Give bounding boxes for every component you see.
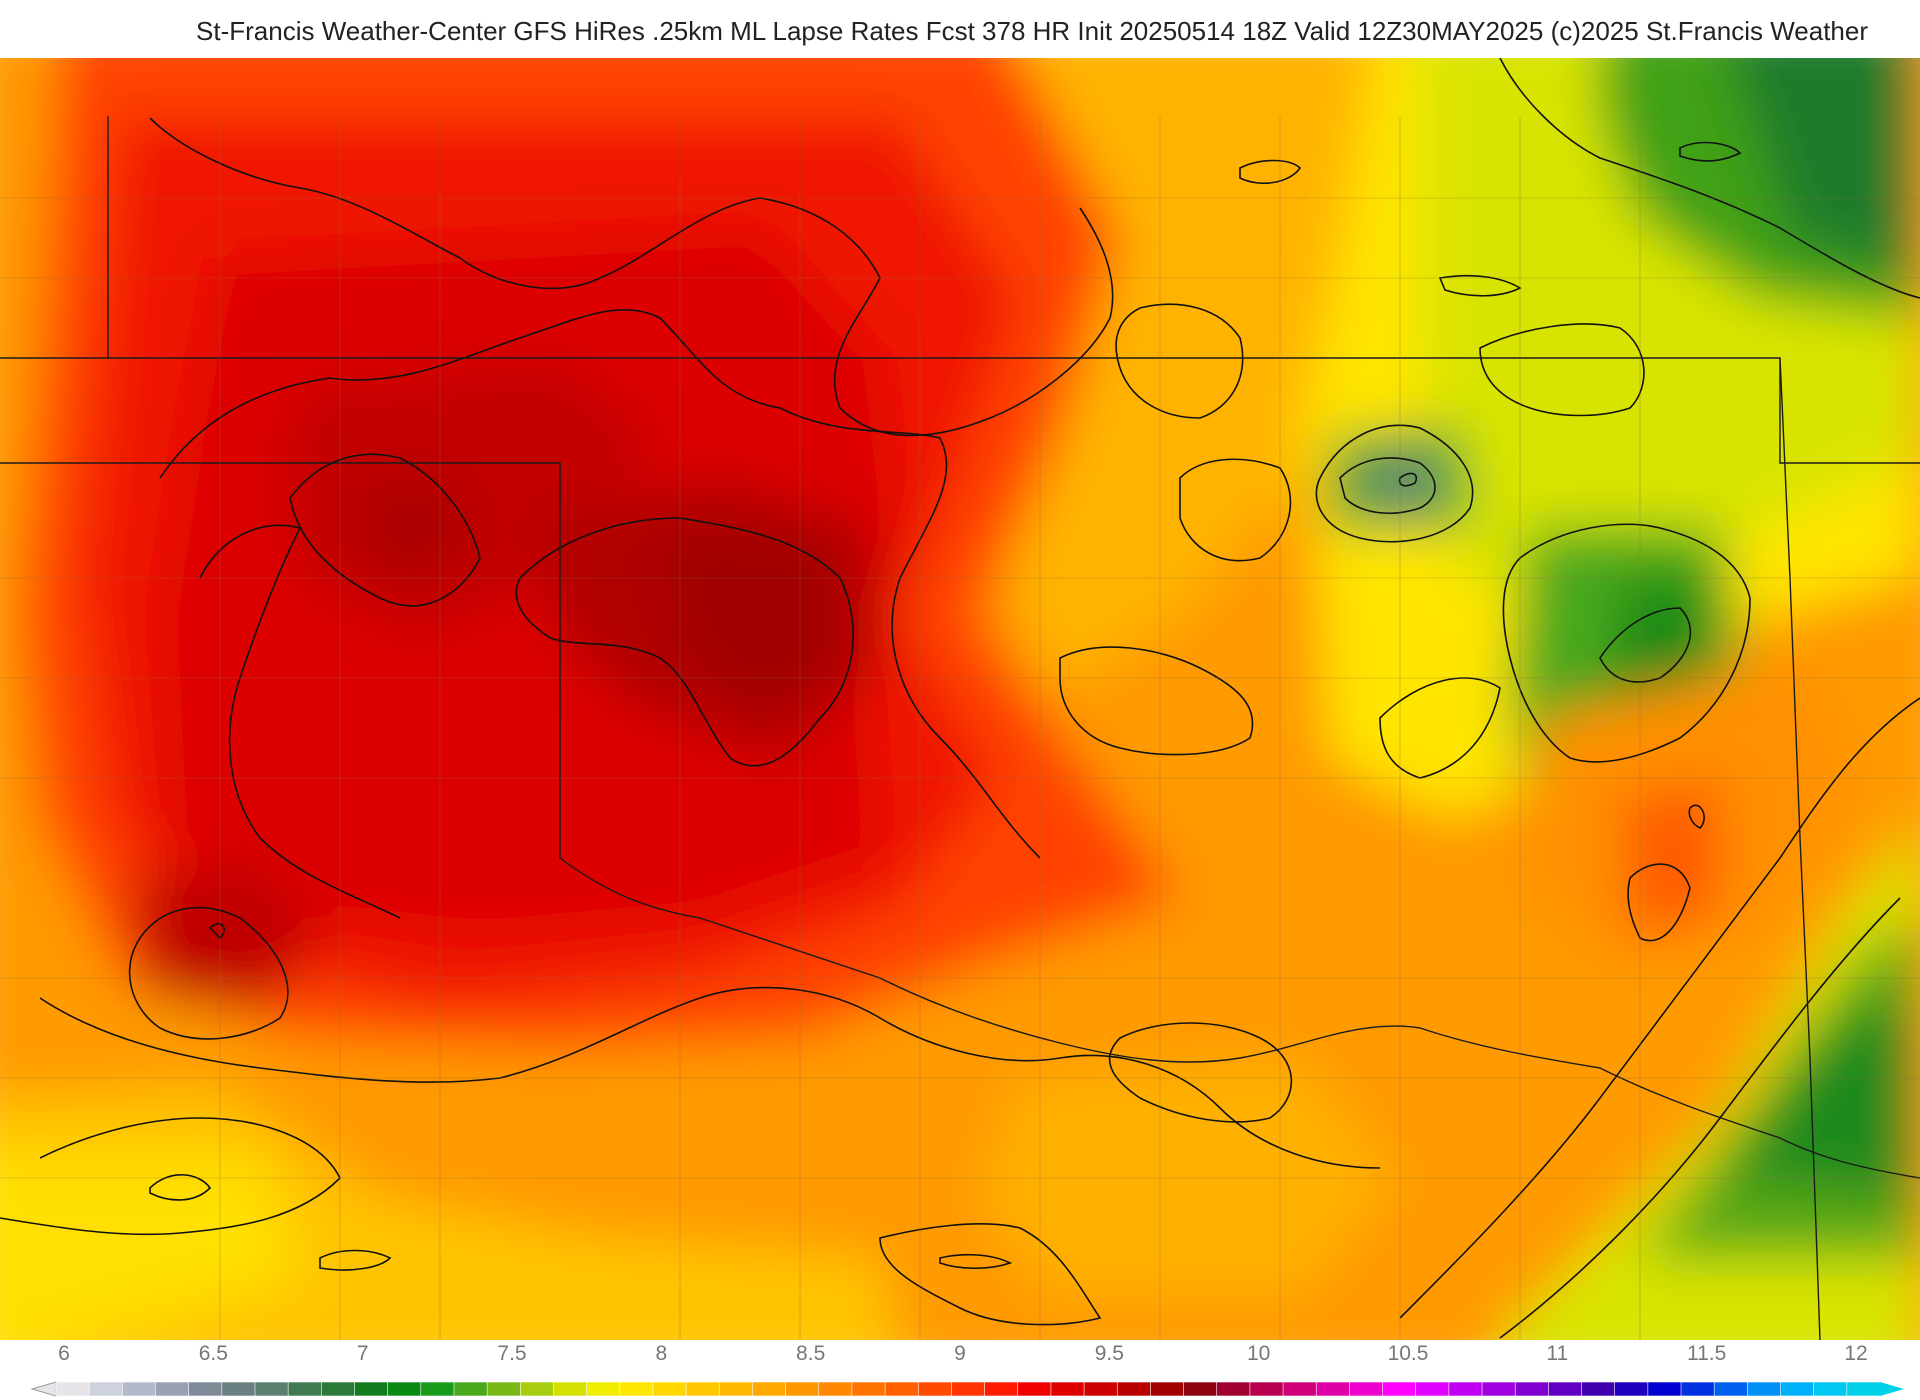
legend-tick-label: 6.5 [198,1342,228,1365]
legend-swatch [553,1381,588,1397]
legend-swatch [818,1381,853,1397]
legend-swatch [1349,1381,1384,1397]
legend-tick-label: 8.5 [796,1342,826,1365]
legend-swatch [1514,1381,1550,1397]
state-borders [0,116,1920,1340]
legend-tick-label: 10 [1246,1342,1271,1365]
legend-swatch [55,1381,90,1397]
legend-swatch [1216,1381,1251,1397]
legend-swatch [652,1381,687,1397]
legend-swatch [1846,1381,1881,1397]
legend-swatch [1680,1381,1715,1397]
legend-swatch [586,1381,621,1397]
lapse-rate-field [0,58,1920,1340]
legend-swatch [851,1381,886,1397]
legend-tick-label: 11.5 [1686,1342,1727,1365]
legend-swatch [984,1381,1019,1397]
legend-swatch [1780,1381,1815,1397]
county-lines [0,116,1920,1340]
legend-right-arrow [1880,1382,1904,1396]
map-title: St-Francis Weather-Center GFS HiRes .25k… [196,16,1868,46]
legend-swatch [685,1381,721,1397]
legend-swatch [1150,1381,1185,1397]
legend-swatch [884,1381,920,1397]
legend-swatch [1813,1381,1848,1397]
legend-swatch [1282,1381,1318,1397]
legend-swatch [1315,1381,1351,1397]
legend-swatch [122,1381,157,1397]
legend-swatch [951,1381,986,1397]
legend-swatch [785,1381,820,1397]
legend-swatch [519,1381,555,1397]
legend-swatch [1050,1381,1085,1397]
legend-swatch [321,1381,356,1397]
legend-swatch [1249,1381,1284,1397]
legend-swatch [1481,1381,1517,1397]
legend-swatch [718,1381,754,1397]
legend-swatch [188,1381,223,1397]
legend-tick-label: 9 [954,1342,966,1365]
legend-swatch [1548,1381,1583,1397]
legend-tick-label: 7.5 [497,1342,527,1365]
legend-swatch [453,1381,488,1397]
legend-tick-label: 9.5 [1094,1342,1124,1365]
legend-swatch [88,1381,124,1397]
legend-swatch [287,1381,323,1397]
legend-swatch [254,1381,289,1397]
legend-swatch [1614,1381,1649,1397]
legend-swatch [486,1381,522,1397]
legend-swatch [354,1381,389,1397]
legend-swatch [1647,1381,1682,1397]
legend-tick-label: 10.5 [1387,1342,1429,1365]
legend-tick-label: 8 [655,1342,668,1365]
legend-swatch [1448,1381,1483,1397]
legend-swatch [1747,1381,1782,1397]
legend-color-bar [30,1381,1904,1397]
legend-tick-label: 12 [1844,1342,1868,1365]
legend-swatch [1713,1381,1749,1397]
legend-swatch [387,1381,422,1397]
legend-tick-label: 6 [58,1342,70,1365]
legend-swatch [1581,1381,1616,1397]
legend-swatch [221,1381,256,1397]
legend-tick-label: 7 [356,1342,369,1365]
legend-swatch [619,1381,654,1397]
legend-swatch [420,1381,455,1397]
legend-swatch [752,1381,787,1397]
color-legend [0,1340,1920,1400]
legend-swatch [1017,1381,1052,1397]
legend-swatch [1415,1381,1450,1397]
legend-swatch [1116,1381,1152,1397]
legend-swatch [1382,1381,1417,1397]
legend-swatch [1083,1381,1119,1397]
legend-tick-label: 11 [1546,1342,1569,1365]
legend-swatch [1183,1381,1218,1397]
title-bar: St-Francis Weather-Center GFS HiRes .25k… [0,0,1920,58]
legend-left-arrow [30,1381,57,1397]
legend-swatch [155,1381,190,1397]
legend-swatch [917,1381,953,1397]
weather-map [0,58,1920,1340]
